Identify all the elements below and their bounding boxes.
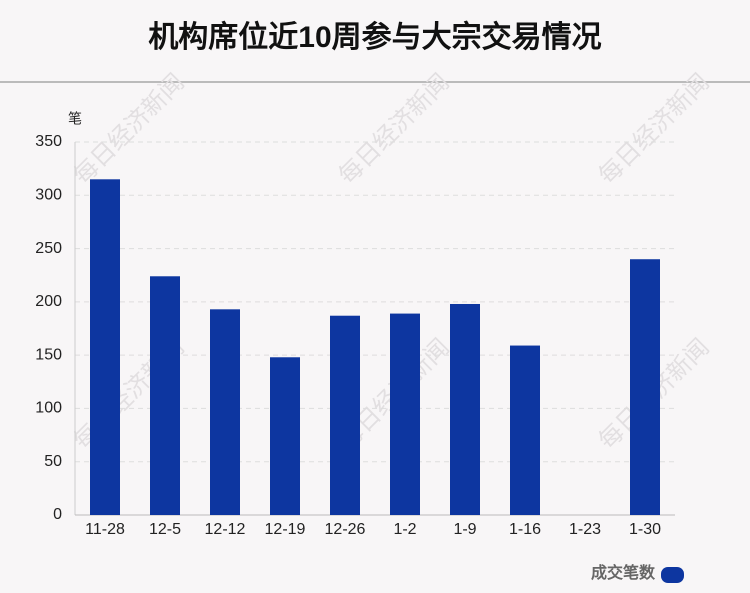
y-tick-label: 250 bbox=[35, 240, 62, 257]
x-tick-label: 1-2 bbox=[393, 521, 416, 538]
x-tick-label: 1-9 bbox=[453, 521, 476, 538]
x-tick-label: 11-28 bbox=[85, 521, 125, 538]
bar bbox=[450, 303, 480, 515]
y-tick-label: 300 bbox=[35, 187, 62, 204]
x-tick-label: 12-26 bbox=[325, 521, 366, 538]
y-tick-label: 100 bbox=[35, 400, 62, 417]
x-tick-label: 1-30 bbox=[629, 521, 661, 538]
watermark: 每日经济新闻 bbox=[333, 68, 455, 190]
legend-label: 成交笔数 bbox=[591, 563, 656, 582]
bar bbox=[390, 313, 420, 515]
bar bbox=[330, 315, 360, 515]
y-tick-label: 0 bbox=[53, 506, 62, 523]
x-tick-label: 12-5 bbox=[149, 521, 181, 538]
y-tick-label: 50 bbox=[44, 453, 62, 470]
y-tick-label: 150 bbox=[35, 346, 62, 363]
x-tick-label: 1-23 bbox=[569, 521, 601, 538]
legend-swatch bbox=[661, 567, 684, 583]
watermark: 每日经济新闻 bbox=[68, 68, 190, 190]
bar bbox=[150, 276, 180, 515]
bar bbox=[210, 309, 240, 515]
bar bbox=[630, 259, 660, 515]
watermark: 每日经济新闻 bbox=[593, 68, 715, 190]
x-tick-label: 12-12 bbox=[205, 521, 246, 538]
y-tick-label: 200 bbox=[35, 293, 62, 310]
bar bbox=[270, 357, 300, 515]
x-tick-label: 1-16 bbox=[509, 521, 541, 538]
bar bbox=[510, 345, 540, 515]
y-tick-label: 350 bbox=[35, 133, 62, 150]
y-unit: 笔 bbox=[68, 111, 82, 127]
header-bg bbox=[0, 0, 750, 82]
chart-title: 机构席位近10周参与大宗交易情况 bbox=[148, 20, 601, 54]
bar bbox=[90, 179, 120, 516]
x-tick-label: 12-19 bbox=[265, 521, 306, 538]
